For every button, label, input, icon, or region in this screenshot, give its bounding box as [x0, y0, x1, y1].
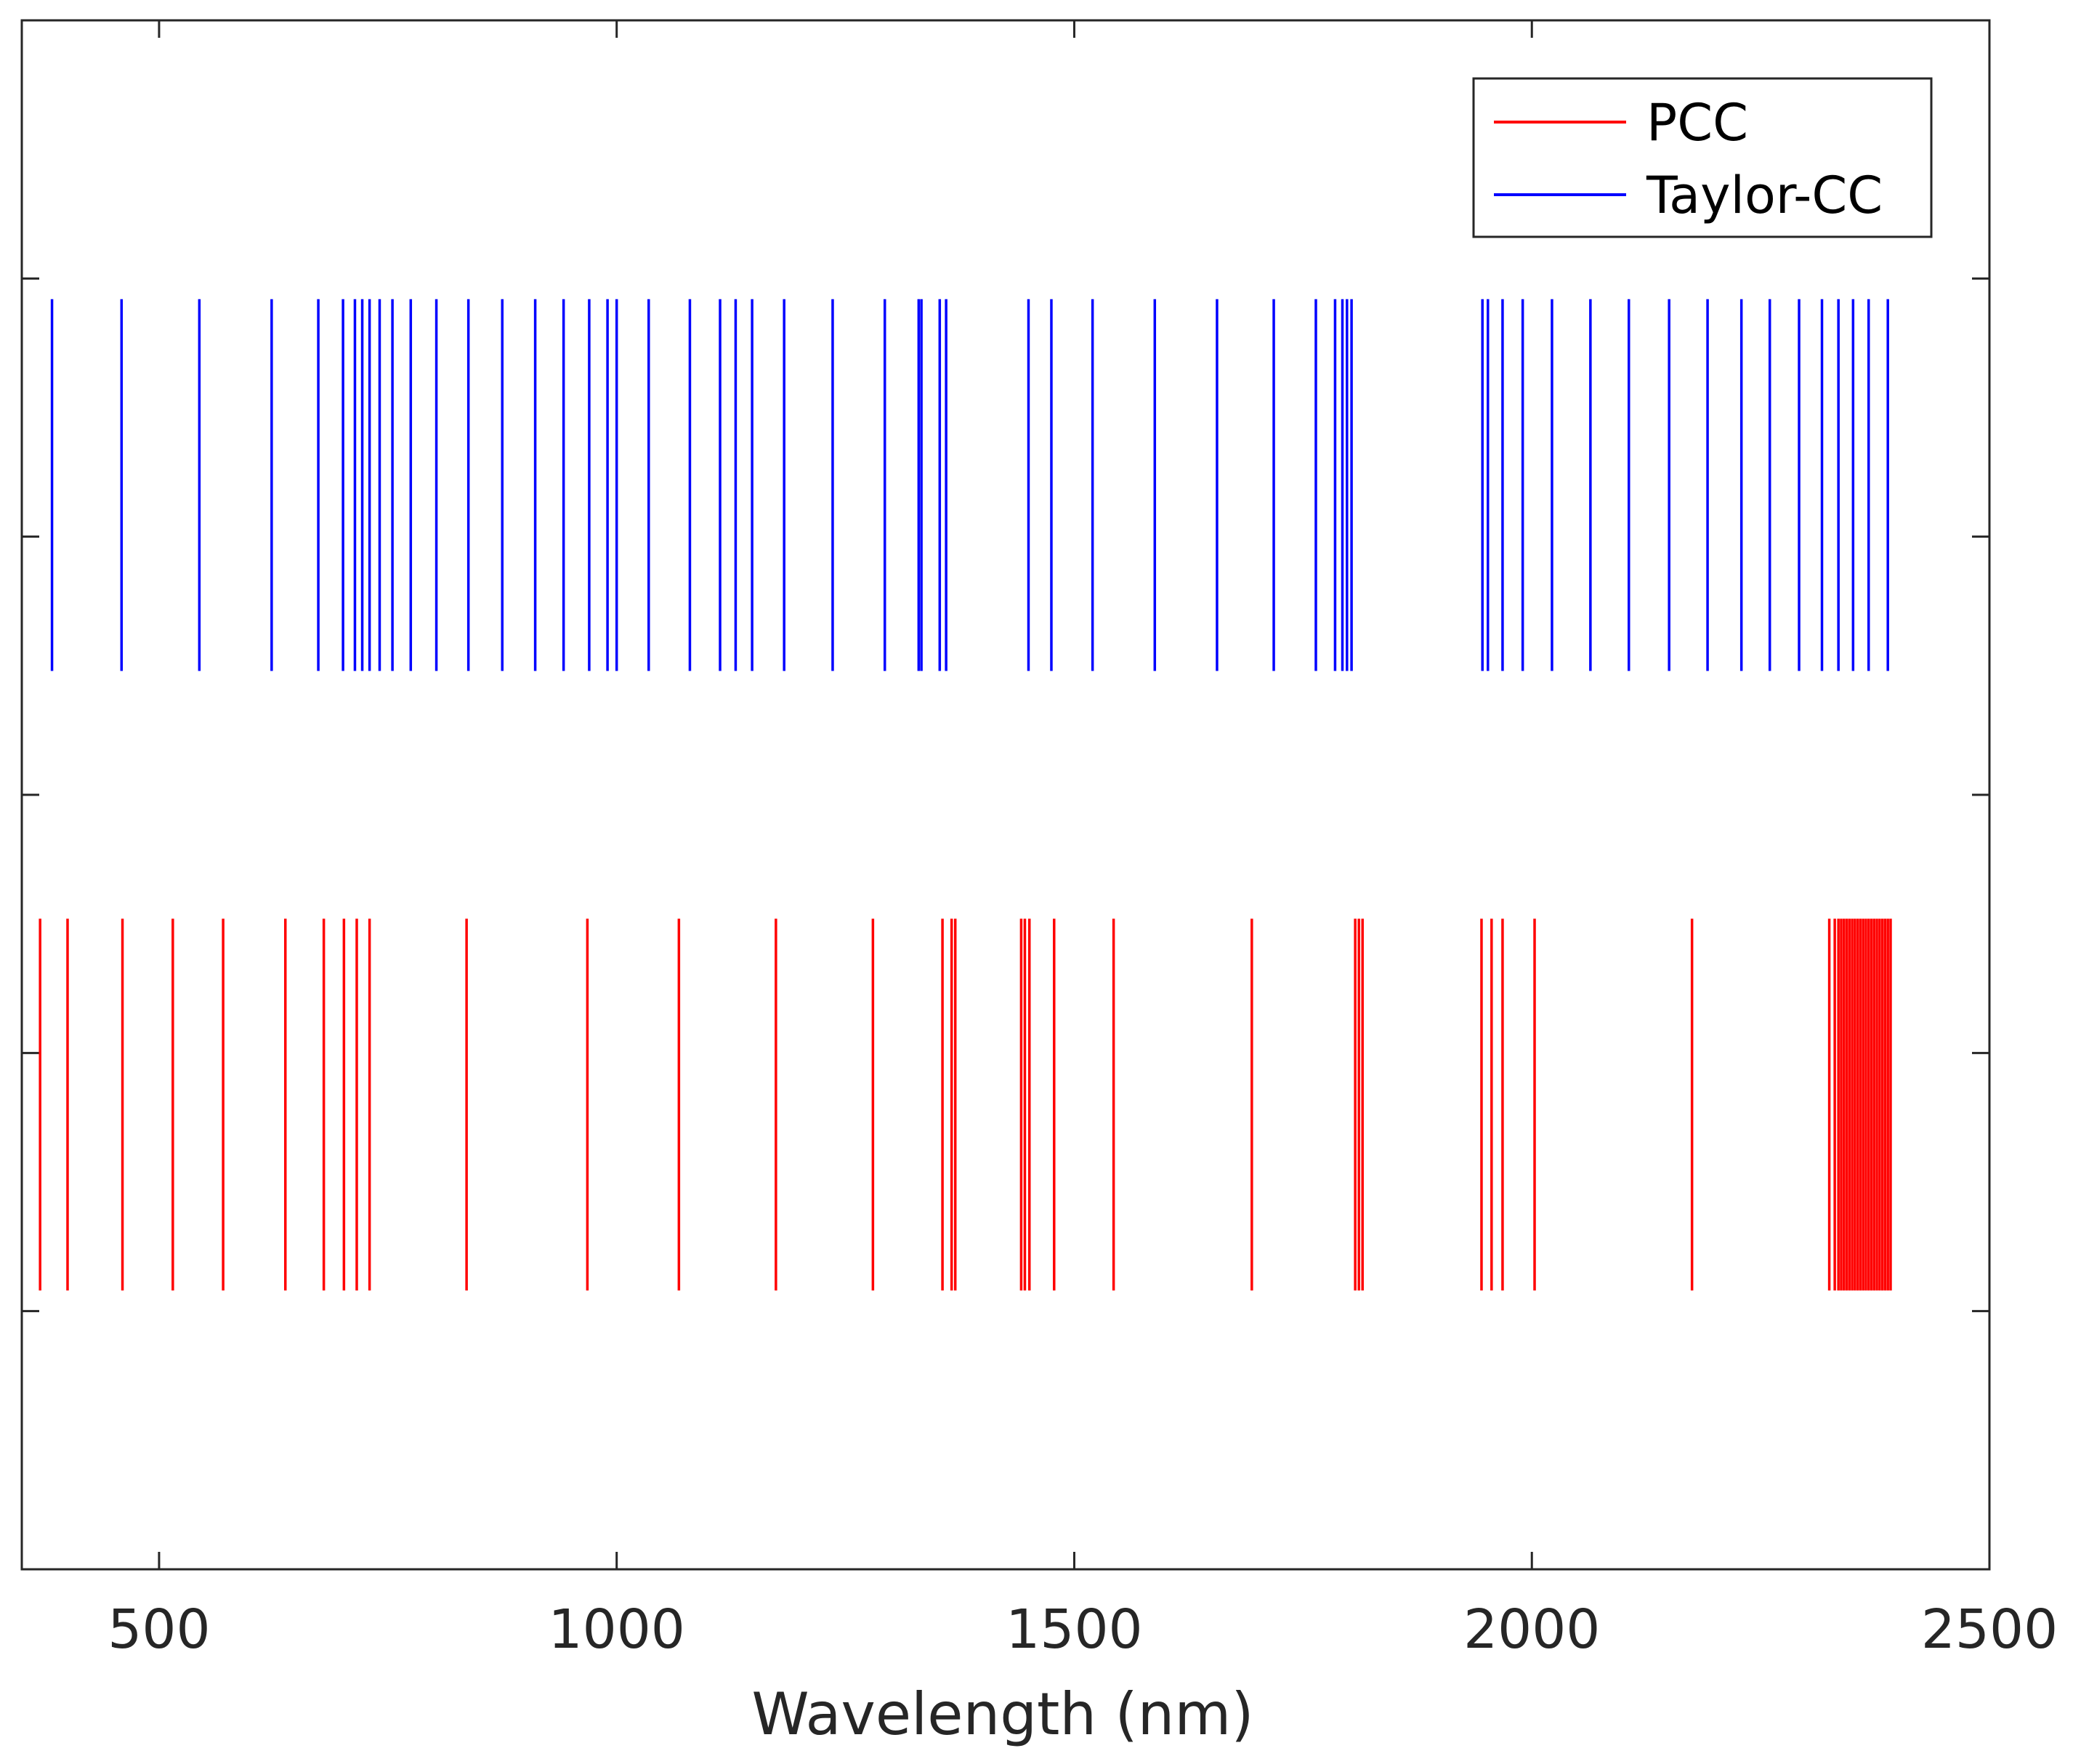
- legend: PCC Taylor-CC: [1472, 77, 1933, 238]
- x-tick-label-1000: 1000: [549, 1598, 685, 1661]
- x-tick-labels: 500 1000 1500 2000 2500: [108, 1598, 2058, 1661]
- legend-label-taylor-cc: Taylor-CC: [1646, 166, 1883, 225]
- x-tick-label-2500: 2500: [1921, 1598, 2058, 1661]
- axes-box: [20, 19, 1991, 1571]
- legend-box: [1472, 77, 1933, 238]
- x-tick-label-1500: 1500: [1006, 1598, 1142, 1661]
- x-tick-label-2000: 2000: [1463, 1598, 1600, 1661]
- axes-frame: [20, 19, 1991, 1571]
- axis-ticks: [22, 20, 1991, 1569]
- series-pcc: [39, 918, 1892, 1291]
- event-series: [39, 299, 1892, 1291]
- x-tick-label-500: 500: [108, 1598, 210, 1661]
- series-taylor-cc: [50, 299, 1889, 671]
- legend-label-pcc: PCC: [1646, 93, 1748, 153]
- x-axis-label: Wavelength (nm): [751, 1680, 1253, 1748]
